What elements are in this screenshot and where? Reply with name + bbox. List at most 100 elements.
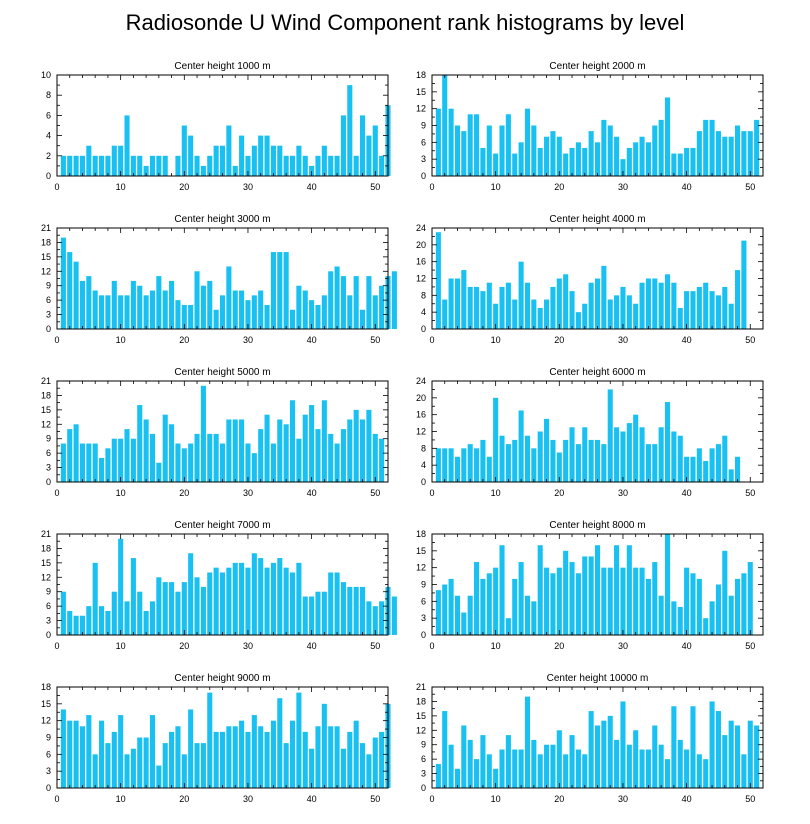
histogram-bar	[207, 572, 213, 635]
histogram-bar	[480, 291, 486, 329]
histogram-bar	[620, 701, 626, 788]
histogram-panel: Center height 7000 m 0 10 20 30 40 50 0 3 6 9 12 15 1…	[27, 504, 398, 655]
panel-title: Center height 5000 m	[174, 367, 271, 378]
histogram-bar	[175, 726, 181, 788]
histogram-bar	[289, 309, 296, 329]
histogram-bar	[232, 165, 238, 176]
x-tick-label: 10	[491, 182, 501, 192]
histogram-bar	[315, 304, 321, 329]
y-tick-label: 18	[41, 543, 51, 553]
histogram-bar	[645, 444, 651, 482]
histogram-bar	[60, 591, 66, 635]
histogram-bar	[321, 145, 327, 176]
histogram-bar	[486, 573, 492, 635]
histogram-bar	[633, 730, 639, 788]
histogram-bar	[703, 618, 709, 635]
histogram-bar	[130, 558, 136, 635]
histogram-bar	[169, 424, 175, 482]
histogram-bar	[512, 439, 518, 482]
histogram-bar	[677, 153, 683, 176]
histogram-bar	[334, 443, 340, 482]
histogram-bar	[594, 278, 601, 329]
histogram-bar	[379, 285, 385, 329]
histogram-bar	[213, 567, 219, 635]
histogram-bar	[639, 136, 645, 176]
histogram-bar	[582, 303, 588, 329]
histogram-bar	[359, 419, 366, 482]
histogram-bar	[328, 726, 334, 788]
histogram-bar	[175, 155, 181, 176]
y-tick-label: 0	[421, 630, 426, 640]
histogram-bar	[499, 125, 505, 176]
histogram-bar	[556, 567, 562, 635]
histogram-bar	[633, 142, 639, 176]
histogram-bar	[143, 165, 149, 176]
histogram-bar	[137, 285, 143, 329]
histogram-bar	[251, 145, 257, 176]
y-tick-label: 24	[416, 223, 426, 233]
x-tick-label: 20	[179, 182, 189, 192]
histogram-bar	[524, 282, 531, 329]
histogram-bar	[181, 125, 187, 176]
y-tick-label: 4	[421, 460, 426, 470]
histogram-panel: Center height 6000 m 0 10 20 30 40 50 0 4 8 12 16 20…	[402, 351, 773, 502]
histogram-bar	[505, 444, 511, 482]
x-tick-label: 30	[243, 335, 253, 345]
histogram-bar	[722, 735, 728, 788]
histogram-bar	[86, 715, 92, 788]
histogram-bar	[709, 291, 715, 329]
histogram-bar	[334, 266, 340, 329]
histogram-bar	[518, 142, 524, 176]
histogram-bar	[639, 282, 645, 329]
histogram-bar	[92, 155, 98, 176]
histogram-bar	[544, 299, 550, 329]
histogram-bar	[118, 145, 124, 176]
histogram-bar	[277, 558, 283, 635]
histogram-bar	[690, 573, 696, 635]
histogram-bar	[652, 444, 658, 482]
histogram-bar	[219, 443, 226, 482]
histogram-bar	[67, 429, 73, 482]
histogram-bar	[531, 125, 537, 176]
histogram-bar	[652, 725, 658, 788]
histogram-bar	[467, 595, 473, 635]
histogram-bar	[270, 562, 276, 635]
histogram-bar	[232, 290, 238, 329]
x-tick-label: 50	[370, 794, 380, 804]
histogram-bar	[505, 114, 511, 176]
x-tick-label: 20	[554, 488, 564, 498]
histogram-panel: Center height 5000 m 0 10 20 30 40 50 0 3 6 9 12 15 1…	[27, 351, 398, 502]
histogram-bar	[137, 405, 143, 482]
histogram-bar	[277, 419, 283, 482]
x-tick-label: 0	[54, 182, 59, 192]
histogram-bar	[251, 553, 257, 635]
histogram-bar	[715, 584, 721, 635]
histogram-panel: Center height 1000 m 0 10 20 30 40 50 0 2 4 6 8 10	[27, 45, 398, 196]
histogram-bar	[245, 567, 251, 635]
x-tick-label: 40	[307, 641, 317, 651]
histogram-bar	[79, 280, 86, 329]
histogram-bar	[289, 572, 296, 635]
histogram-bar	[340, 115, 346, 176]
histogram-bar	[626, 744, 632, 788]
y-tick-label: 21	[41, 529, 51, 539]
histogram-bar	[734, 270, 741, 329]
histogram-bar	[582, 556, 588, 635]
histogram-bar	[200, 165, 206, 176]
histogram-bar	[296, 692, 302, 788]
histogram-bar	[200, 285, 206, 329]
x-tick-label: 20	[554, 182, 564, 192]
plot-area: 0 10 20 30 40 50 0 3 6 9 12 15 18	[41, 682, 391, 804]
histogram-panel: Center height 10000 m 0 10 20 30 40 50 0 3 6 9 12 15…	[402, 657, 773, 808]
histogram-bar	[607, 299, 613, 329]
histogram-plot: 0 10 20 30 40 50 0 3 6 9 12 15 18	[416, 529, 764, 651]
histogram-bar	[321, 591, 327, 635]
x-tick-label: 30	[618, 641, 628, 651]
histogram-bar	[652, 278, 658, 329]
histogram-bar	[169, 731, 175, 788]
histogram-bar	[353, 586, 359, 635]
histogram-bar	[435, 232, 441, 329]
histogram-bar	[73, 720, 79, 788]
y-tick-label: 6	[421, 754, 426, 764]
histogram-bar	[575, 142, 581, 176]
